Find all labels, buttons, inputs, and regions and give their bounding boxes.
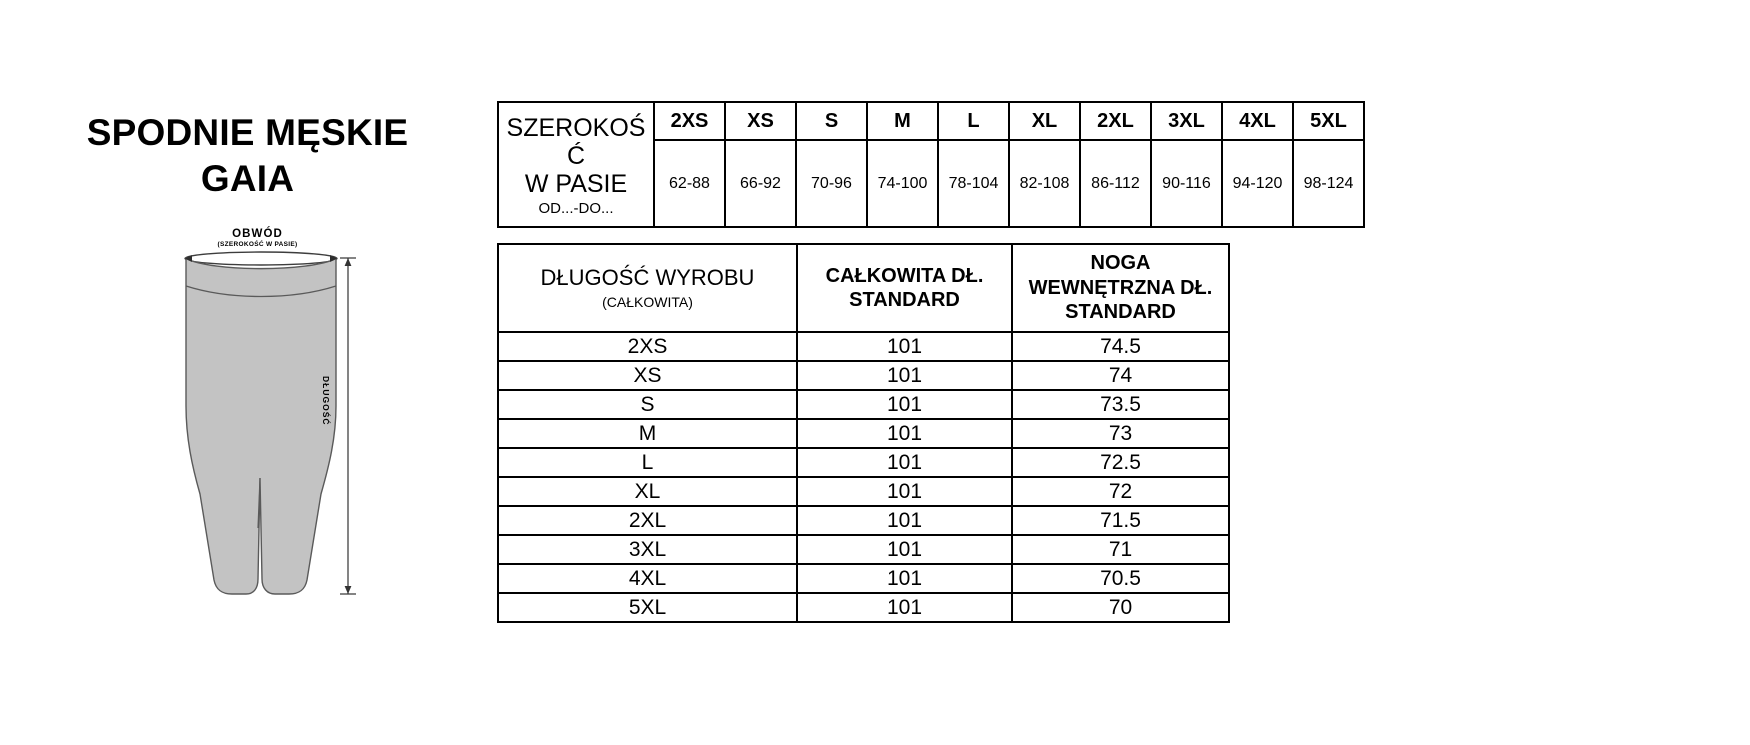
waist-size-header: XL (1008, 100, 1081, 142)
length-arrow-bottom (344, 586, 352, 594)
waist-value-cell: 78-104 (937, 139, 1010, 228)
table-row: XS 101 74 (497, 360, 1230, 391)
waistband-ellipse (184, 251, 338, 266)
waist-value-cell: 90-116 (1150, 139, 1223, 228)
pants-diagram: OBWÓD (SZEROKOŚĆ W PASIE) DŁUGOŚĆ (150, 228, 410, 618)
waist-size-header: 5XL (1292, 100, 1365, 142)
length-size-column-header: DŁUGOŚĆ WYROBU (CAŁKOWITA) (497, 243, 798, 333)
length-inseam-cell: 72 (1011, 476, 1230, 507)
waist-size-table: SZEROKOŚ Ć W PASIE OD...-DO... 2XS XS S … (497, 100, 1365, 228)
length-size-cell: 5XL (497, 592, 798, 623)
table-row: M 101 73 (497, 418, 1230, 449)
total-length-column-header: CAŁKOWITA DŁ. STANDARD (796, 243, 1013, 333)
length-table-body: 2XS 101 74.5 XS 101 74 S 101 73.5 M 101 73 L 101 72.5 X… (497, 331, 1230, 623)
waist-table-header-row: SZEROKOŚ Ć W PASIE OD...-DO... 2XS XS S … (497, 100, 1365, 228)
waist-size-header: 4XL (1221, 100, 1294, 142)
waist-size-header: L (937, 100, 1010, 142)
waist-value-cell: 94-120 (1221, 139, 1294, 228)
length-size-cell: S (497, 389, 798, 420)
waist-row-label-line1: SZEROKOŚ (506, 113, 646, 142)
length-inseam-cell: 73.5 (1011, 389, 1230, 420)
table-row: 2XS 101 74.5 (497, 331, 1230, 362)
length-size-cell: 4XL (497, 563, 798, 594)
left-panel: SPODNIE MĘSKIE GAIA OBWÓD (SZEROKOŚĆ W P… (0, 0, 495, 745)
waist-value-cell: 82-108 (1008, 139, 1081, 228)
length-size-header-main: DŁUGOŚĆ WYROBU (540, 265, 755, 291)
trousers-shape (185, 257, 337, 595)
waist-size-header: M (866, 100, 939, 142)
length-size-cell: XL (497, 476, 798, 507)
circumference-label: OBWÓD (232, 228, 283, 240)
waist-row-label-sub: OD...-DO... (538, 199, 614, 217)
length-inseam-cell: 74.5 (1011, 331, 1230, 362)
product-title-line1: SPODNIE MĘSKIE (86, 112, 409, 153)
length-total-cell: 101 (796, 447, 1013, 478)
total-length-header-text: CAŁKOWITA DŁ. STANDARD (825, 264, 984, 311)
length-inseam-cell: 74 (1011, 360, 1230, 391)
length-total-cell: 101 (796, 389, 1013, 420)
length-total-cell: 101 (796, 418, 1013, 449)
length-inseam-cell: 70.5 (1011, 563, 1230, 594)
length-total-cell: 101 (796, 563, 1013, 594)
length-total-cell: 101 (796, 476, 1013, 507)
waist-value-cell: 66-92 (724, 139, 797, 228)
length-size-cell: XS (497, 360, 798, 391)
product-title-line2: GAIA (200, 158, 295, 200)
length-inseam-cell: 70 (1011, 592, 1230, 623)
waist-row-label: SZEROKOŚ Ć W PASIE OD...-DO... (497, 101, 655, 228)
table-row: 5XL 101 70 (497, 592, 1230, 623)
waist-row-label-line2: Ć (566, 141, 586, 170)
waist-value-cell: 86-112 (1079, 139, 1152, 228)
waist-table-value-row: 62-88 66-92 70-96 74-100 78-104 82-108 8… (498, 139, 1365, 228)
crotch-seam-line (257, 477, 261, 529)
waist-size-header: S (795, 100, 868, 142)
length-arrow-top (344, 258, 352, 266)
table-row: 2XL 101 71.5 (497, 505, 1230, 536)
table-row: 3XL 101 71 (497, 534, 1230, 565)
waist-size-header: 2XS (653, 100, 726, 142)
table-row: L 101 72.5 (497, 447, 1230, 478)
length-label: DŁUGOŚĆ (321, 376, 331, 426)
length-total-cell: 101 (796, 331, 1013, 362)
length-inseam-cell: 71.5 (1011, 505, 1230, 536)
waist-value-cell: 74-100 (866, 139, 939, 228)
table-row: XL 101 72 (497, 476, 1230, 507)
waist-arrow-right (330, 255, 337, 262)
length-size-cell: M (497, 418, 798, 449)
length-size-cell: 2XL (497, 505, 798, 536)
waist-size-header: 2XL (1079, 100, 1152, 142)
circumference-sublabel: (SZEROKOŚĆ W PASIE) (217, 241, 298, 248)
waist-row-label-line3: W PASIE (524, 169, 628, 198)
waist-size-header: XS (724, 100, 797, 142)
inseam-header-text: NOGA WEWNĘTRZNA DŁ. STANDARD (1028, 252, 1213, 324)
waist-value-cell: 62-88 (653, 139, 726, 228)
waist-value-cell: 70-96 (795, 139, 868, 228)
inseam-column-header: NOGA WEWNĘTRZNA DŁ. STANDARD (1011, 243, 1230, 333)
length-size-cell: 2XS (497, 331, 798, 362)
waist-value-cell: 98-124 (1292, 139, 1365, 228)
length-size-header-sub: (CAŁKOWITA) (602, 293, 693, 310)
waist-size-header: 3XL (1150, 100, 1223, 142)
length-total-cell: 101 (796, 505, 1013, 536)
length-size-table: DŁUGOŚĆ WYROBU (CAŁKOWITA) CAŁKOWITA DŁ.… (497, 243, 1230, 623)
pants-illustration (184, 251, 356, 595)
table-row: S 101 73.5 (497, 389, 1230, 420)
length-inseam-cell: 71 (1011, 534, 1230, 565)
length-size-cell: L (497, 447, 798, 478)
length-inseam-cell: 73 (1011, 418, 1230, 449)
length-total-cell: 101 (796, 534, 1013, 565)
waist-arrow-left (185, 255, 192, 262)
page-title: SPODNIE MĘSKIE GAIA (0, 110, 495, 203)
length-total-cell: 101 (796, 360, 1013, 391)
length-size-cell: 3XL (497, 534, 798, 565)
length-table-header-row: DŁUGOŚĆ WYROBU (CAŁKOWITA) CAŁKOWITA DŁ.… (497, 243, 1230, 333)
length-inseam-cell: 72.5 (1011, 447, 1230, 478)
hip-seam-line (185, 285, 337, 298)
table-row: 4XL 101 70.5 (497, 563, 1230, 594)
length-total-cell: 101 (796, 592, 1013, 623)
